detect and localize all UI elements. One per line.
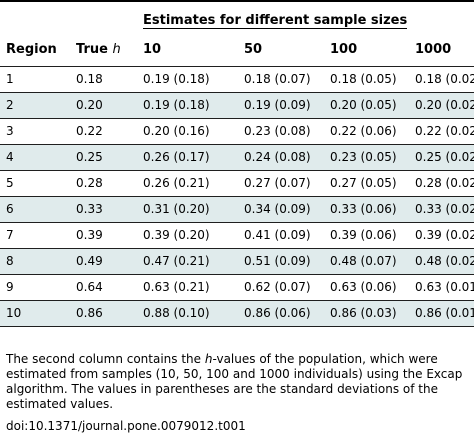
cell-n10: 0.19 (0.18) [137,65,238,92]
table-footnote: The second column contains the h-values … [6,352,468,412]
cell-true-h: 0.20 [70,91,137,118]
cell-n1000: 0.18 (0.02) [409,65,474,92]
cell-n50: 0.23 (0.08) [238,117,324,144]
group-header-label: Estimates for different sample sizes [143,13,408,29]
header-spacer [0,1,70,33]
table-row: 8 0.49 0.47 (0.21) 0.51 (0.09) 0.48 (0.07) 0.… [0,247,474,274]
col-header-true-h: True h [70,33,137,66]
cell-region: 2 [0,91,70,118]
cell-n100: 0.48 (0.07) [324,247,409,274]
cell-n50: 0.62 (0.07) [238,273,324,300]
cell-true-h: 0.25 [70,143,137,170]
table-row: 6 0.33 0.31 (0.20) 0.34 (0.09) 0.33 (0.06) 0.… [0,195,474,222]
table-row: 7 0.39 0.39 (0.20) 0.41 (0.09) 0.39 (0.06) 0.… [0,221,474,248]
cell-n10: 0.26 (0.17) [137,143,238,170]
cell-n1000: 0.48 (0.02) [409,247,474,274]
table-row: 4 0.25 0.26 (0.17) 0.24 (0.08) 0.23 (0.05) 0.… [0,143,474,170]
table-row: 10 0.86 0.88 (0.10) 0.86 (0.06) 0.86 (0.03) 0… [0,299,474,327]
cell-n1000: 0.28 (0.02) [409,169,474,196]
cell-region: 9 [0,273,70,300]
footnote-text-end: -values of the population, which were es… [6,352,463,411]
group-header-row: Estimates for different sample sizes [0,1,474,33]
cell-n100: 0.23 (0.05) [324,143,409,170]
cell-n1000: 0.20 (0.02) [409,91,474,118]
cell-true-h: 0.33 [70,195,137,222]
cell-true-h: 0.18 [70,65,137,92]
cell-n50: 0.41 (0.09) [238,221,324,248]
cell-region: 1 [0,65,70,92]
cell-n10: 0.31 (0.20) [137,195,238,222]
cell-n1000: 0.22 (0.02) [409,117,474,144]
cell-true-h: 0.64 [70,273,137,300]
cell-region: 5 [0,169,70,196]
col-header-n50: 50 [244,41,263,57]
footnote-h-symbol: h [204,352,213,366]
col-header-true-label: True [76,41,113,57]
cell-n1000: 0.86 (0.01) [409,299,474,327]
cell-n100: 0.20 (0.05) [324,91,409,118]
cell-region: 3 [0,117,70,144]
cell-n1000: 0.63 (0.01) [409,273,474,300]
header-spacer [70,1,137,33]
cell-n1000: 0.25 (0.02) [409,143,474,170]
table-row: 1 0.18 0.19 (0.18) 0.18 (0.07) 0.18 (0.05) 0.… [0,65,474,92]
cell-true-h: 0.28 [70,169,137,196]
col-header-n10: 10 [143,41,162,57]
cell-n100: 0.22 (0.06) [324,117,409,144]
cell-region: 10 [0,299,70,327]
cell-n100: 0.86 (0.03) [324,299,409,327]
cell-region: 8 [0,247,70,274]
cell-region: 6 [0,195,70,222]
cell-true-h: 0.49 [70,247,137,274]
cell-n10: 0.19 (0.18) [137,91,238,118]
cell-true-h: 0.39 [70,221,137,248]
column-header-row: Region True h 10 50 100 1000 [0,33,474,66]
cell-n10: 0.39 (0.20) [137,221,238,248]
results-table: Estimates for different sample sizes Reg… [0,1,474,327]
cell-n100: 0.39 (0.06) [324,221,409,248]
cell-n50: 0.27 (0.07) [238,169,324,196]
cell-n10: 0.63 (0.21) [137,273,238,300]
cell-n100: 0.27 (0.05) [324,169,409,196]
cell-region: 4 [0,143,70,170]
cell-n50: 0.86 (0.06) [238,299,324,327]
cell-n100: 0.18 (0.05) [324,65,409,92]
col-header-n1000: 1000 [415,41,452,57]
cell-n50: 0.19 (0.09) [238,91,324,118]
cell-region: 7 [0,221,70,248]
table-body: 1 0.18 0.19 (0.18) 0.18 (0.07) 0.18 (0.05) 0.… [0,65,474,327]
cell-n10: 0.26 (0.21) [137,169,238,196]
cell-true-h: 0.22 [70,117,137,144]
col-header-n100: 100 [330,41,358,57]
cell-n1000: 0.39 (0.02) [409,221,474,248]
cell-n100: 0.33 (0.06) [324,195,409,222]
cell-n10: 0.20 (0.16) [137,117,238,144]
col-header-region: Region [6,41,57,57]
cell-n1000: 0.33 (0.02) [409,195,474,222]
cell-n50: 0.24 (0.08) [238,143,324,170]
table-row: 2 0.20 0.19 (0.18) 0.19 (0.09) 0.20 (0.05) 0.… [0,91,474,118]
table-row: 9 0.64 0.63 (0.21) 0.62 (0.07) 0.63 (0.06) 0.… [0,273,474,300]
results-table-container: Estimates for different sample sizes Reg… [0,1,474,327]
col-header-h-symbol: h [112,41,121,57]
cell-n100: 0.63 (0.06) [324,273,409,300]
group-header: Estimates for different sample sizes [137,1,474,33]
cell-n50: 0.18 (0.07) [238,65,324,92]
cell-n10: 0.88 (0.10) [137,299,238,327]
cell-n50: 0.51 (0.09) [238,247,324,274]
cell-n50: 0.34 (0.09) [238,195,324,222]
doi-link[interactable]: doi:10.1371/journal.pone.0079012.t001 [6,419,246,433]
table-row: 3 0.22 0.20 (0.16) 0.23 (0.08) 0.22 (0.06) 0.… [0,117,474,144]
cell-true-h: 0.86 [70,299,137,327]
table-row: 5 0.28 0.26 (0.21) 0.27 (0.07) 0.27 (0.05) 0.… [0,169,474,196]
cell-n10: 0.47 (0.21) [137,247,238,274]
footnote-text-start: The second column contains the [6,352,205,366]
